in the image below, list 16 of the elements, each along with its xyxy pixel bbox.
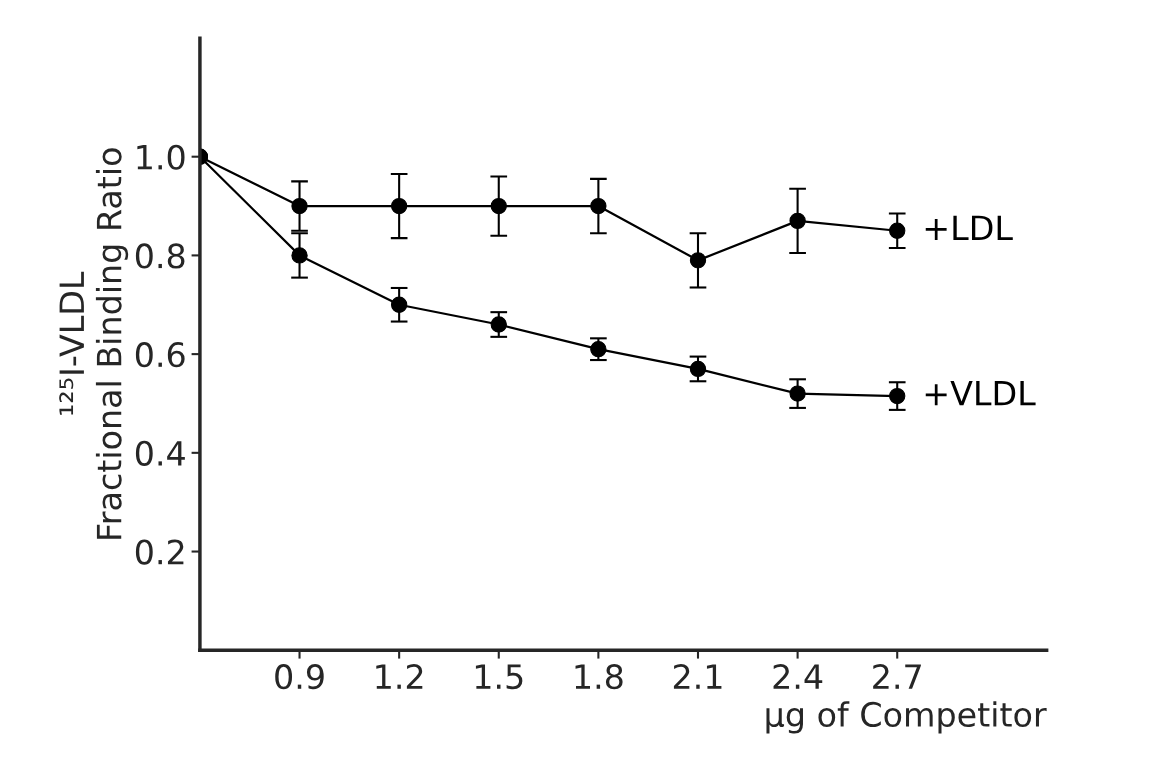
x-tick-label: 2.7 — [873, 664, 921, 689]
x-axis-title: µg of Competitor — [766, 701, 1047, 734]
x-tick-label: 2.1 — [673, 664, 722, 689]
x-tick-label: 1.2 — [376, 664, 423, 689]
y-tick-label: 0.8 — [135, 243, 185, 269]
y-axis-title: ¹²⁵I-VLDL Fractional Binding Ratio — [59, 148, 129, 539]
x-tick-label: 1.5 — [475, 664, 523, 690]
y-tick-label: 1.0 — [137, 144, 185, 170]
x-tick-label: 0.9 — [275, 664, 324, 690]
y-tick-label: 0.2 — [135, 539, 184, 565]
y-tick-label: 0.6 — [135, 342, 185, 368]
x-tick-label: 1.8 — [575, 664, 623, 690]
y-tick-label: 0.4 — [135, 440, 185, 466]
x-tick-label: 2.4 — [773, 664, 823, 689]
series-label: +LDL — [925, 215, 1013, 240]
series-label: +VLDL — [925, 380, 1036, 406]
